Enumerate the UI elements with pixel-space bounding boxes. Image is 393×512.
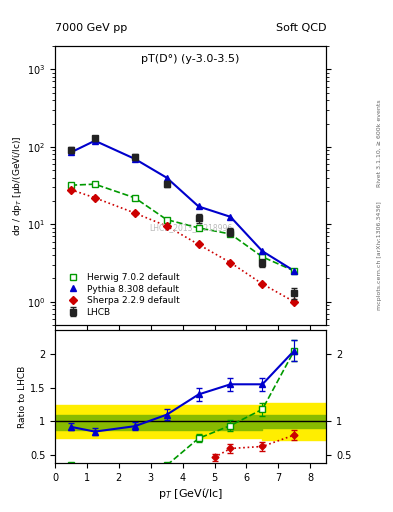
Sherpa 2.2.9 default: [228, 260, 233, 266]
Pythia 8.308 default: [196, 203, 201, 209]
Sherpa 2.2.9 default: [196, 241, 201, 247]
Herwig 7.0.2 default: [260, 254, 265, 260]
Pythia 8.308 default: [260, 248, 265, 254]
Herwig 7.0.2 default: [132, 195, 137, 201]
Herwig 7.0.2 default: [164, 217, 169, 223]
Y-axis label: dσ / dp$_T$ [μb/(GeVί/lc)]: dσ / dp$_T$ [μb/(GeVί/lc)]: [11, 135, 24, 236]
Herwig 7.0.2 default: [92, 181, 97, 187]
Pythia 8.308 default: [292, 268, 297, 274]
Text: Rivet 3.1.10, ≥ 600k events: Rivet 3.1.10, ≥ 600k events: [377, 99, 382, 187]
X-axis label: p$_T$ [GeVί/lc]: p$_T$ [GeVί/lc]: [158, 486, 223, 501]
Herwig 7.0.2 default: [69, 182, 73, 188]
Line: Herwig 7.0.2 default: Herwig 7.0.2 default: [68, 181, 298, 274]
Legend: Herwig 7.0.2 default, Pythia 8.308 default, Sherpa 2.2.9 default, LHCB: Herwig 7.0.2 default, Pythia 8.308 defau…: [59, 269, 183, 321]
Text: LHCB_2013_I1218996: LHCB_2013_I1218996: [149, 223, 232, 232]
Text: Soft QCD: Soft QCD: [276, 23, 326, 33]
Line: Sherpa 2.2.9 default: Sherpa 2.2.9 default: [68, 187, 297, 305]
Pythia 8.308 default: [69, 150, 73, 156]
Pythia 8.308 default: [92, 138, 97, 144]
Herwig 7.0.2 default: [196, 225, 201, 231]
Text: 7000 GeV pp: 7000 GeV pp: [55, 23, 127, 33]
Text: pT(D°) (y-3.0-3.5): pT(D°) (y-3.0-3.5): [141, 54, 240, 65]
Pythia 8.308 default: [164, 175, 169, 181]
Sherpa 2.2.9 default: [164, 223, 169, 229]
Sherpa 2.2.9 default: [132, 210, 137, 216]
Herwig 7.0.2 default: [292, 268, 297, 274]
Y-axis label: Ratio to LHCB: Ratio to LHCB: [18, 366, 27, 428]
Sherpa 2.2.9 default: [92, 195, 97, 201]
Pythia 8.308 default: [132, 156, 137, 162]
Sherpa 2.2.9 default: [292, 298, 297, 305]
Herwig 7.0.2 default: [228, 231, 233, 237]
Line: Pythia 8.308 default: Pythia 8.308 default: [68, 137, 298, 274]
Sherpa 2.2.9 default: [260, 281, 265, 287]
Text: mcplots.cern.ch [arXiv:1306.3436]: mcplots.cern.ch [arXiv:1306.3436]: [377, 202, 382, 310]
Pythia 8.308 default: [228, 214, 233, 220]
Sherpa 2.2.9 default: [69, 186, 73, 193]
